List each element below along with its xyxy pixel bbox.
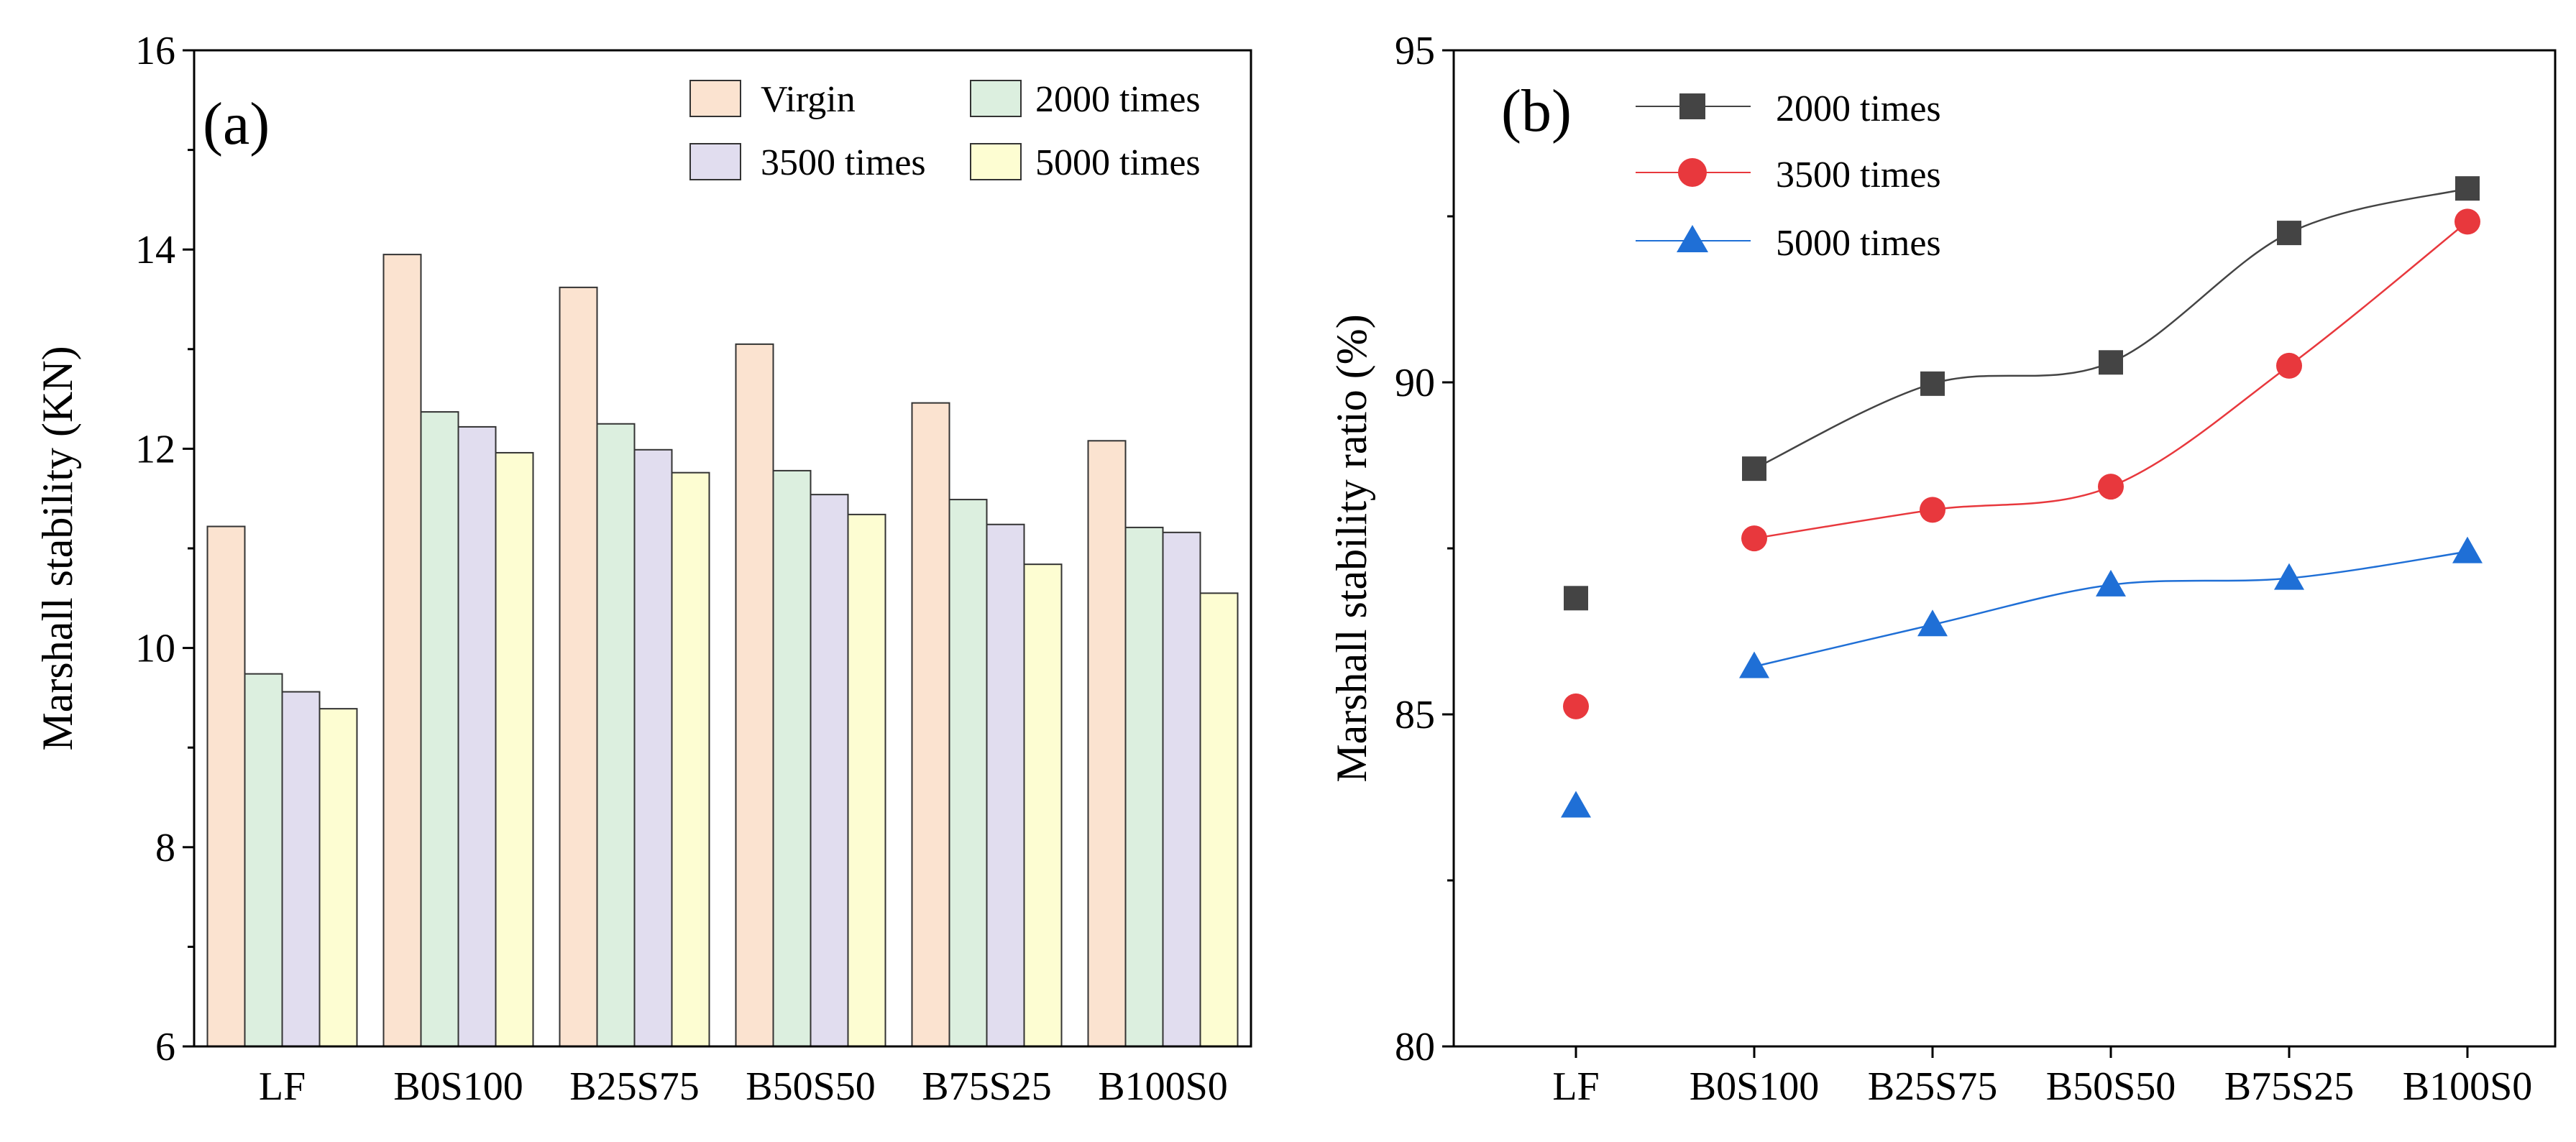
bar-3500-times-b25s75 — [633, 448, 673, 1047]
point-2000-times-b75s25 — [2277, 221, 2301, 246]
legend-b-label-2000: 2000 times — [1776, 88, 1941, 129]
chart-a-panel-label: (a) — [203, 91, 270, 157]
point-2000-times-b100s0 — [2455, 176, 2480, 201]
bar-3500-times-b50s50 — [810, 494, 849, 1047]
legend-a-label-3500: 3500 times — [761, 142, 926, 183]
bar-5000-times-b50s50 — [847, 513, 886, 1047]
legend-b-marker-5000 — [1677, 225, 1708, 252]
bar-virgin-b75s25 — [911, 402, 950, 1047]
chart-b-x-tick-lf: LF — [1552, 1064, 1599, 1109]
chart-b-legend: 2000 times 3500 times 5000 times — [1636, 88, 1941, 264]
chart-b-x-ticks: LF B0S100 B25S75 B50S50 B75S25 B100S0 — [1552, 1046, 2532, 1109]
legend-a-label-5000: 5000 times — [1035, 142, 1201, 183]
bar-5000-times-b75s25 — [1023, 563, 1063, 1047]
chart-a-x-tick-b25s75: B25S75 — [569, 1064, 700, 1109]
point-5000-times-b100s0 — [2452, 536, 2483, 563]
chart-a-bars — [206, 254, 1239, 1047]
legend-a-label-2000: 2000 times — [1035, 79, 1201, 120]
chart-b-y-axis-title: Marshall stability ratio (%) — [1328, 314, 1375, 783]
bar-3500-times-lf — [281, 691, 321, 1047]
point-3500-times-b50s50 — [2098, 474, 2124, 500]
bar-2000-times-b0s100 — [420, 411, 459, 1047]
legend-a-swatch-3500 — [689, 143, 741, 180]
point-5000-times-b50s50 — [2096, 569, 2126, 597]
bar-2000-times-b50s50 — [772, 469, 812, 1047]
chart-a-y-tick-label: 16 — [135, 29, 175, 73]
chart-a-x-tick-b75s25: B75S25 — [922, 1064, 1052, 1109]
bar-3500-times-b0s100 — [457, 425, 497, 1047]
bar-5000-times-b100s0 — [1199, 592, 1239, 1047]
chart-b-y-ticks: 80 85 90 95 — [1395, 29, 1454, 1069]
chart-a-x-ticks: LF B0S100 B25S75 B50S50 B75S25 B100S0 — [259, 1064, 1228, 1109]
point-3500-times-b25s75 — [1920, 497, 1945, 523]
bar-3500-times-b100s0 — [1162, 531, 1201, 1047]
chart-a-x-tick-b50s50: B50S50 — [746, 1064, 876, 1109]
chart-a: 6 8 10 12 14 16 LF B0S100 B25S75 B50S50 B75S25 B10… — [34, 29, 1252, 1109]
chart-b-x-tick-b100s0: B100S0 — [2403, 1064, 2533, 1109]
chart-a-legend: Virgin 2000 times 3500 times 5000 times — [689, 79, 1201, 183]
chart-a-y-axis-title: Marshall stability (KN) — [34, 346, 81, 750]
legend-a-swatch-virgin — [689, 80, 741, 117]
chart-a-plot-area — [194, 50, 1251, 1046]
point-2000-times-b50s50 — [2099, 350, 2123, 375]
chart-a-x-tick-b0s100: B0S100 — [393, 1064, 523, 1109]
bar-2000-times-b75s25 — [948, 499, 988, 1047]
point-5000-times-lf — [1561, 791, 1591, 818]
bar-virgin-b100s0 — [1087, 440, 1127, 1047]
point-2000-times-b25s75 — [1920, 371, 1945, 396]
chart-b-y-tick-label: 80 — [1395, 1025, 1435, 1069]
legend-a-swatch-2000 — [970, 80, 1022, 117]
chart-a-x-tick-lf: LF — [259, 1064, 306, 1109]
chart-a-y-tick-label: 14 — [135, 228, 175, 272]
chart-b-plot-area — [1454, 50, 2555, 1046]
bar-3500-times-b75s25 — [986, 523, 1025, 1047]
point-3500-times-b100s0 — [2454, 208, 2480, 235]
chart-b-panel-label: (b) — [1501, 78, 1572, 144]
legend-b-label-5000: 5000 times — [1776, 223, 1941, 264]
chart-a-x-tick-b100s0: B100S0 — [1098, 1064, 1228, 1109]
chart-a-y-tick-label: 12 — [135, 427, 175, 471]
bar-virgin-lf — [206, 525, 246, 1047]
chart-a-y-ticks: 6 8 10 12 14 16 — [135, 29, 194, 1069]
bar-2000-times-b25s75 — [596, 423, 636, 1047]
chart-b-markers — [1561, 176, 2483, 818]
chart-a-y-tick-label: 8 — [155, 826, 175, 870]
chart-b: 80 85 90 95 LF B0S100 B25S75 B50S50 B75S25 B100S… — [1328, 29, 2557, 1109]
bar-5000-times-b0s100 — [495, 451, 534, 1047]
point-3500-times-b0s100 — [1741, 525, 1767, 552]
bar-5000-times-b25s75 — [671, 471, 710, 1047]
point-5000-times-b25s75 — [1917, 609, 1948, 637]
chart-b-x-tick-b75s25: B75S25 — [2224, 1064, 2355, 1109]
legend-b-marker-2000 — [1679, 93, 1705, 119]
legend-b-label-3500: 3500 times — [1776, 155, 1941, 195]
chart-b-x-tick-b50s50: B50S50 — [2046, 1064, 2176, 1109]
chart-b-x-tick-b25s75: B25S75 — [1868, 1064, 1998, 1109]
bar-virgin-b50s50 — [735, 343, 774, 1047]
chart-b-x-tick-b0s100: B0S100 — [1690, 1064, 1820, 1109]
point-2000-times-b0s100 — [1742, 456, 1766, 482]
point-5000-times-b0s100 — [1739, 651, 1769, 678]
point-3500-times-lf — [1563, 693, 1589, 719]
bar-5000-times-lf — [318, 708, 358, 1047]
bar-virgin-b25s75 — [559, 286, 598, 1047]
chart-b-y-tick-label: 95 — [1395, 29, 1435, 73]
bar-2000-times-lf — [244, 673, 283, 1047]
point-5000-times-b75s25 — [2274, 563, 2304, 590]
chart-b-y-tick-label: 90 — [1395, 361, 1435, 405]
chart-b-y-tick-label: 85 — [1395, 693, 1435, 737]
legend-b-marker-3500 — [1678, 158, 1707, 187]
point-3500-times-b75s25 — [2276, 352, 2302, 379]
bar-virgin-b0s100 — [382, 254, 422, 1047]
bar-2000-times-b100s0 — [1124, 526, 1164, 1047]
chart-a-y-tick-label: 10 — [135, 627, 175, 671]
point-2000-times-lf — [1564, 586, 1588, 611]
chart-a-y-tick-label: 6 — [155, 1025, 175, 1069]
legend-a-label-virgin: Virgin — [761, 79, 856, 120]
legend-a-swatch-5000 — [970, 143, 1022, 180]
